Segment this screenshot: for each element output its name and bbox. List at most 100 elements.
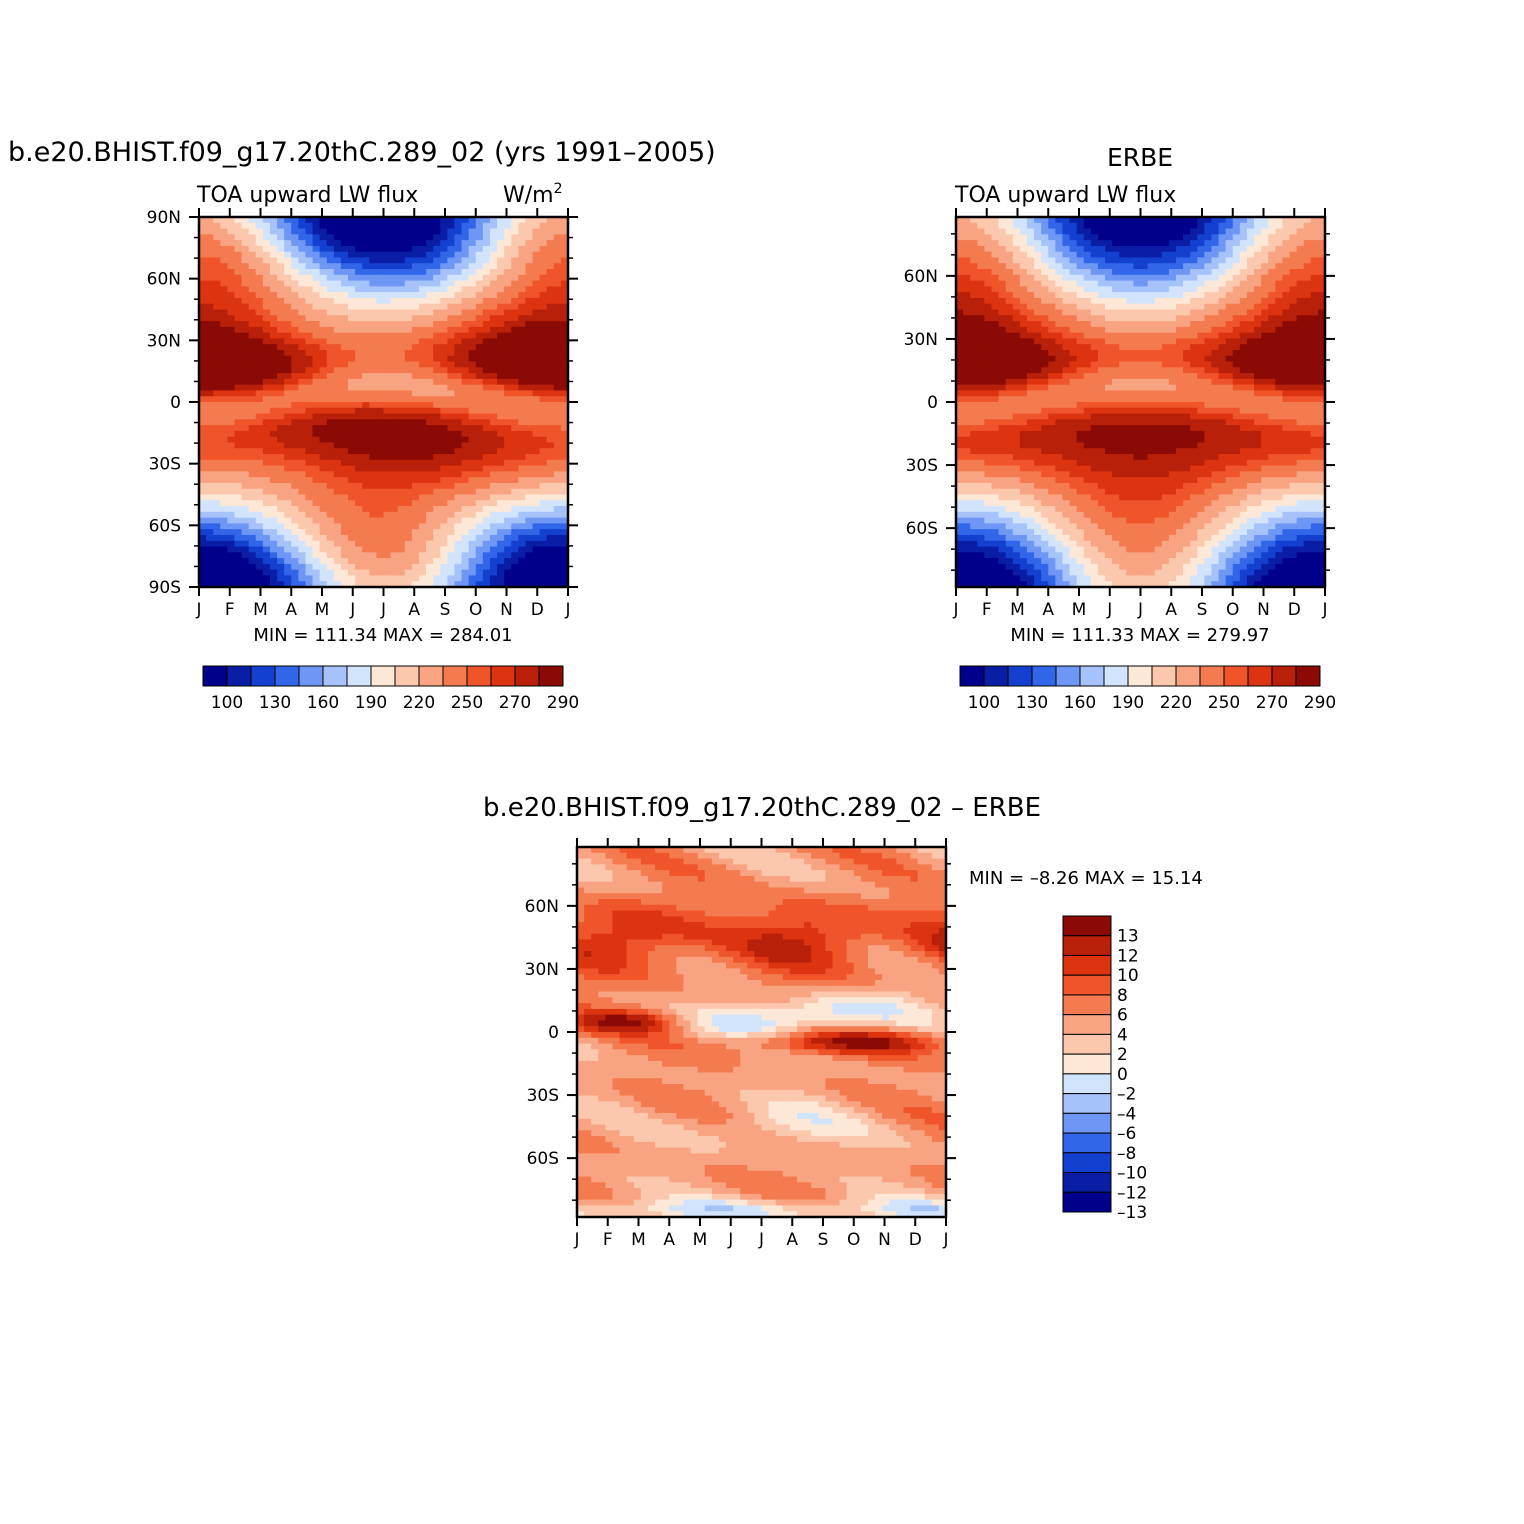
- field-cell: [333, 529, 342, 536]
- field-cell: [305, 396, 314, 403]
- field-cell: [404, 529, 413, 536]
- field-cell: [284, 240, 292, 247]
- field-cell: [326, 407, 335, 415]
- field-cell: [553, 292, 562, 299]
- field-cell: [1204, 309, 1213, 316]
- field-cell: [227, 511, 236, 519]
- field-cell: [482, 546, 491, 553]
- field-cell: [362, 511, 370, 519]
- field-cell: [1090, 303, 1099, 311]
- field-cell: [977, 315, 985, 322]
- field-cell: [511, 517, 519, 525]
- field-cell: [1168, 292, 1177, 299]
- field-cell: [482, 459, 491, 467]
- field-cell: [504, 540, 512, 548]
- field-cell: [489, 332, 498, 340]
- field-cell: [255, 430, 264, 438]
- field-cell: [248, 263, 257, 270]
- field-cell: [284, 413, 292, 420]
- field-cell: [234, 332, 243, 340]
- field-cell: [461, 517, 470, 525]
- field-cell: [291, 269, 299, 276]
- field-cell: [1133, 326, 1142, 334]
- field-cell: [956, 280, 964, 287]
- field-cell: [284, 540, 292, 548]
- field-cell: [269, 546, 278, 553]
- field-cell: [277, 494, 285, 501]
- field-cell: [284, 558, 292, 565]
- field-cell: [220, 413, 228, 420]
- field-cell: [1175, 297, 1184, 305]
- field-cell: [284, 517, 292, 525]
- field-cell: [1289, 367, 1298, 374]
- field-cell: [291, 240, 299, 247]
- field-cell: [511, 309, 519, 316]
- field-cell: [546, 292, 555, 299]
- field-cell: [1246, 222, 1255, 230]
- field-cell: [1175, 378, 1184, 386]
- field-cell: [269, 303, 278, 311]
- field-cell: [1154, 315, 1163, 322]
- field-cell: [1140, 234, 1149, 241]
- field-cell: [284, 534, 292, 542]
- field-cell: [220, 390, 228, 397]
- field-cell: [1147, 332, 1156, 340]
- field-cell: [199, 390, 207, 397]
- field-cell: [433, 274, 441, 282]
- field-cell: [433, 581, 441, 588]
- field-cell: [1041, 344, 1049, 351]
- field-cell: [397, 419, 406, 426]
- field-cell: [1246, 257, 1255, 264]
- field-cell: [284, 309, 292, 316]
- field-cell: [362, 396, 370, 403]
- field-cell: [390, 552, 399, 559]
- field-cell: [440, 425, 448, 432]
- field-cell: [1261, 344, 1269, 351]
- field-cell: [546, 506, 555, 513]
- field-cell: [326, 477, 335, 484]
- field-cell: [1289, 280, 1298, 287]
- field-cell: [1183, 251, 1191, 259]
- field-cell: [227, 448, 236, 455]
- field-cell: [213, 442, 221, 449]
- field-cell: [1296, 321, 1305, 328]
- field-cell: [348, 240, 356, 247]
- field-cell: [213, 390, 221, 397]
- field-cell: [411, 448, 420, 455]
- field-cell: [333, 390, 342, 397]
- field-cell: [1289, 373, 1298, 380]
- field-cell: [234, 425, 243, 432]
- field-cell: [418, 529, 427, 536]
- field-cell: [269, 402, 278, 409]
- field-cell: [284, 407, 292, 415]
- field-cell: [1232, 269, 1241, 276]
- field-cell: [404, 517, 413, 525]
- field-cell: [454, 465, 463, 472]
- field-cell: [998, 222, 1007, 230]
- field-cell: [418, 269, 427, 276]
- field-cell: [991, 228, 1000, 235]
- field-cell: [1026, 240, 1035, 247]
- field-cell: [1282, 332, 1291, 340]
- field-cell: [355, 546, 363, 553]
- field-cell: [248, 413, 257, 420]
- field-cell: [1275, 355, 1284, 363]
- field-cell: [1112, 349, 1120, 357]
- field-cell: [206, 482, 214, 490]
- field-cell: [468, 303, 477, 311]
- field-cell: [1090, 373, 1099, 380]
- field-cell: [298, 344, 307, 351]
- field-cell: [1296, 257, 1305, 264]
- field-cell: [984, 269, 993, 276]
- field-cell: [511, 425, 519, 432]
- field-cell: [326, 263, 335, 270]
- field-cell: [1211, 332, 1220, 340]
- field-cell: [426, 240, 434, 247]
- field-cell: [383, 442, 392, 449]
- field-cell: [1048, 367, 1056, 374]
- field-cell: [362, 442, 370, 449]
- field-cell: [1055, 269, 1064, 276]
- field-cell: [1026, 355, 1035, 363]
- field-cell: [319, 500, 328, 507]
- field-cell: [348, 563, 356, 571]
